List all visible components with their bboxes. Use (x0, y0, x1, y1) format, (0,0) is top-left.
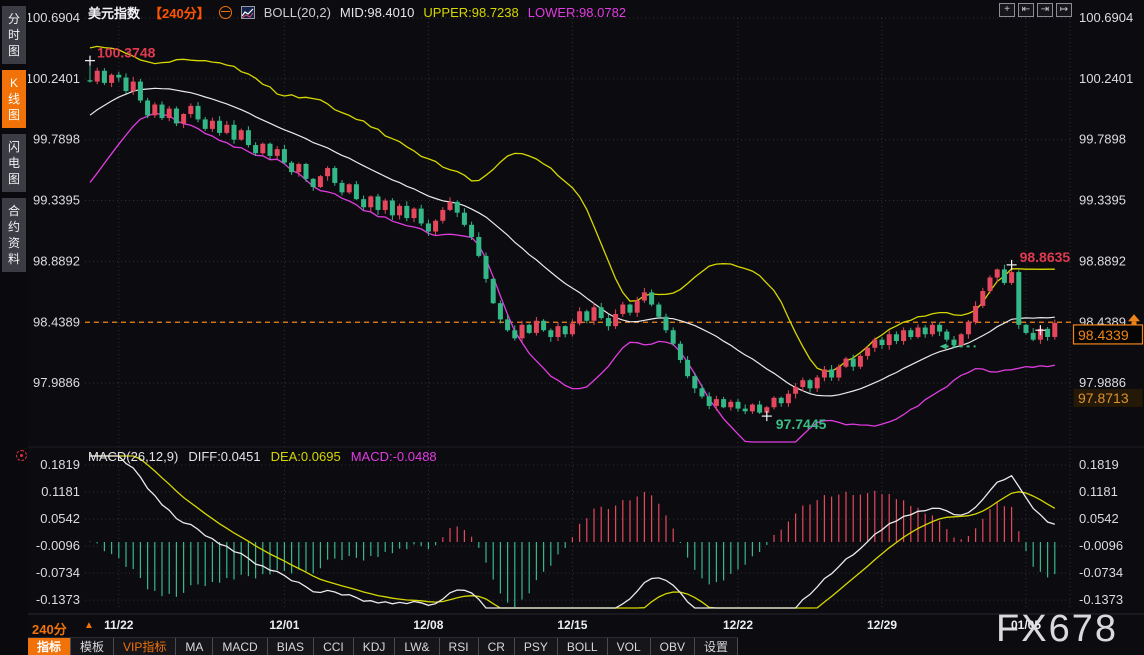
svg-text:0.1181: 0.1181 (41, 484, 80, 499)
x-axis-label: 12/15 (557, 618, 588, 632)
x-axis-row: 240分 ▲ 11/22 12/01 12/08 12/15 12/22 12/29 01/… (0, 618, 1144, 637)
x-axis-label: 12/01 (269, 618, 300, 632)
svg-text:97.9886: 97.9886 (1079, 375, 1126, 390)
svg-text:-0.0096: -0.0096 (1079, 538, 1123, 553)
svg-text:99.3395: 99.3395 (33, 193, 80, 208)
svg-text:-0.0096: -0.0096 (36, 538, 80, 553)
svg-text:0.0542: 0.0542 (1079, 511, 1119, 526)
svg-text:100.6904: 100.6904 (1079, 10, 1133, 25)
toolbar-button-OBV[interactable]: OBV (650, 638, 695, 655)
sidebar-item-分时图[interactable]: 分 时 图 (2, 6, 26, 64)
macd-header: MACD(26,12,9) DIFF:0.0451 DEA:0.0695 MAC… (88, 449, 437, 464)
toolbar-button-PSY[interactable]: PSY (514, 638, 558, 655)
chart-tool-buttons: + ⇤ ⇥ ↦ (999, 3, 1072, 17)
toolbar-button-KDJ[interactable]: KDJ (353, 638, 396, 655)
compress-axis-icon[interactable]: ⇤ (1018, 3, 1034, 17)
sidebar-item-合约资料[interactable]: 合 约 资 料 (2, 198, 26, 272)
svg-text:97.7445: 97.7445 (776, 416, 827, 432)
svg-text:99.7898: 99.7898 (1079, 132, 1126, 147)
toolbar-button-CCI[interactable]: CCI (314, 638, 354, 655)
symbol-title: 美元指数 (88, 5, 141, 21)
toolbar-button-模板[interactable]: 模板 (71, 638, 115, 655)
target-circle-icon[interactable] (218, 5, 232, 19)
x-axis-label: 12/29 (866, 618, 898, 632)
sidebar-item-K线图[interactable]: K 线 图 (2, 70, 26, 128)
bollinger-bands (89, 45, 1055, 443)
x-axis-label: 12/08 (413, 618, 444, 632)
indicator-name[interactable]: BOLL(20,2) (263, 4, 331, 20)
svg-text:0.1819: 0.1819 (1079, 457, 1119, 472)
x-axis-label: 12/22 (722, 618, 754, 632)
boll-lower-value: LOWER:98.0782 (527, 4, 627, 20)
svg-text:-0.1373: -0.1373 (36, 592, 80, 607)
toolbar-button-RSI[interactable]: RSI (439, 638, 479, 655)
toolbar-button-MACD[interactable]: MACD (213, 638, 268, 655)
boll-lower-line (89, 112, 1055, 443)
toolbar-button-LW&[interactable]: LW& (395, 638, 440, 655)
annotations: 100.3748 98.8635 97.7445 (85, 45, 1070, 432)
macd-hist-value: MACD:-0.0488 (350, 449, 437, 464)
toolbar-button-MA[interactable]: MA (176, 638, 214, 655)
toolbar-button-VOL[interactable]: VOL (607, 638, 651, 655)
x-axis-label: 11/22 (104, 618, 134, 632)
expand-axis-icon[interactable]: ⇥ (1037, 3, 1053, 17)
boll-upper-line (89, 45, 1055, 372)
macd-dea-value: DEA:0.0695 (270, 449, 341, 464)
toolbar-button-BOLL[interactable]: BOLL (557, 638, 608, 655)
boll-mid-line (89, 87, 1055, 397)
toolbar-button-VIP指标[interactable]: VIP指标 (114, 638, 177, 655)
x-axis-label: 01/05 (1010, 618, 1042, 632)
svg-text:98.8892: 98.8892 (1079, 253, 1126, 268)
chart-header: 美元指数 【240分】 BOLL(20,2) MID:98.4010 UPPER… (88, 3, 626, 21)
svg-text:97.9886: 97.9886 (33, 375, 80, 390)
mini-chart-icon[interactable] (240, 5, 255, 19)
sidebar: 分 时 图 K 线 图闪 电 图合 约 资 料 (0, 0, 28, 655)
axis-labels: 100.6904 100.6904 100.2401 100.2401 99.7898 9… (26, 10, 1133, 607)
period-badge[interactable]: 【240分】 (149, 5, 210, 21)
last-price-box (1072, 324, 1144, 345)
toolbar-button-CR[interactable]: CR (478, 638, 515, 655)
svg-text:99.3395: 99.3395 (1079, 193, 1126, 208)
macd-panel (89, 455, 1056, 609)
ref-price-arrow-icon (1128, 314, 1140, 322)
svg-text:0.0542: 0.0542 (40, 511, 80, 526)
svg-text:100.2401: 100.2401 (26, 71, 80, 86)
crosshair-icon[interactable]: + (999, 3, 1015, 17)
low-marker-box (1073, 388, 1143, 407)
timeframe-label[interactable]: 240分 (32, 622, 67, 637)
svg-text:100.2401: 100.2401 (1079, 71, 1133, 86)
toolbar-button-指标[interactable]: 指标 (28, 638, 72, 655)
svg-text:99.7898: 99.7898 (33, 132, 80, 147)
boll-mid-value: MID:98.4010 (339, 4, 415, 20)
svg-text:-0.0734: -0.0734 (1079, 565, 1123, 580)
boll-upper-value: UPPER:98.7238 (423, 4, 519, 20)
toolbar-button-设置[interactable]: 设置 (694, 638, 738, 655)
macd-diff-line (90, 455, 1055, 609)
svg-text:98.4389: 98.4389 (33, 314, 80, 329)
candlesticks (87, 60, 1058, 417)
svg-text:97.8713: 97.8713 (1078, 390, 1129, 406)
svg-text:98.8635: 98.8635 (1020, 249, 1071, 265)
watermark: FX678 (996, 608, 1118, 650)
shift-chart-right-icon[interactable]: ↦ (1056, 3, 1072, 17)
svg-text:0.1181: 0.1181 (1079, 484, 1118, 499)
svg-text:98.4339: 98.4339 (1078, 327, 1129, 343)
macd-panel-marker-icon[interactable] (16, 450, 27, 461)
svg-text:-0.1373: -0.1373 (1079, 592, 1123, 607)
svg-text:-0.0734: -0.0734 (36, 565, 80, 580)
price-tags: 98.4339 97.8713 (1072, 314, 1144, 407)
macd-title[interactable]: MACD(26,12,9) (88, 449, 179, 464)
svg-text:0.1819: 0.1819 (40, 457, 80, 472)
macd-diff-value: DIFF:0.0451 (188, 449, 261, 464)
timeframe-up-arrow-icon[interactable]: ▲ (84, 620, 94, 631)
sidebar-item-闪电图[interactable]: 闪 电 图 (2, 134, 26, 192)
svg-text:100.3748: 100.3748 (97, 45, 156, 61)
indicator-toolbar: 指标 模板 VIP指标 MA MACD BIAS CCI KDJ LW& RSI CR PSY BOLL… (28, 637, 738, 655)
svg-text:100.6904: 100.6904 (26, 10, 80, 25)
svg-text:98.8892: 98.8892 (33, 253, 80, 268)
toolbar-button-BIAS[interactable]: BIAS (267, 638, 315, 655)
